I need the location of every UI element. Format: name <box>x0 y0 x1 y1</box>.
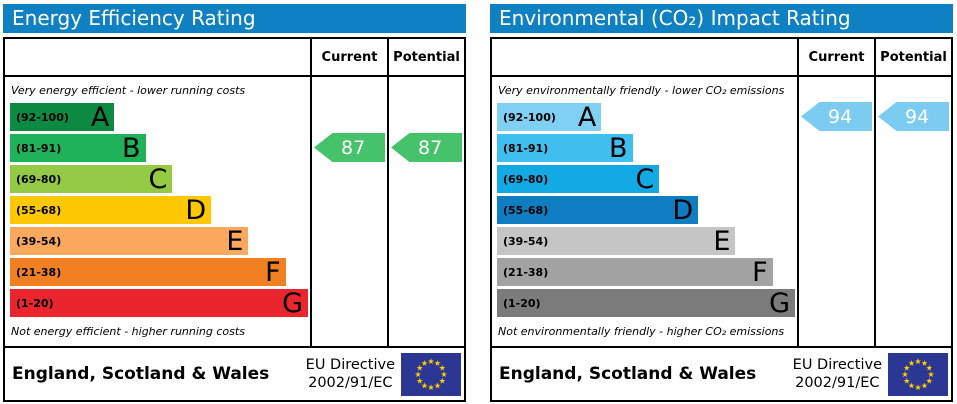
rating-band-a: (92-100) A <box>497 101 602 133</box>
band-range-label: (55-68) <box>503 203 549 217</box>
band-letter: C <box>148 163 168 195</box>
eu-directive-line1: EU Directive <box>792 356 882 373</box>
rating-band-b: (81-91) B <box>10 134 146 162</box>
potential-rating-value: 94 <box>905 105 930 128</box>
environmental-rating-table: Current Potential Very environmentally f… <box>490 37 953 402</box>
eu-flag-icon <box>888 352 948 396</box>
environmental-potential-column-header: Potential <box>874 39 951 75</box>
current-rating-arrow: 87 <box>314 133 385 162</box>
rating-band-a: (92-100) A <box>10 101 115 133</box>
energy-current-cell: 87 <box>310 77 387 346</box>
energy-eu-directive-label: EU Directive 2002/91/EC <box>306 356 395 392</box>
environmental-panel-title: Environmental (CO₂) Impact Rating <box>490 4 953 33</box>
environmental-table-header: Current Potential <box>492 39 951 77</box>
band-letter: C <box>635 163 655 195</box>
environmental-table-body: Very environmentally friendly - lower CO… <box>492 77 951 346</box>
rating-band-f: (21-38) F <box>497 258 773 286</box>
environmental-current-column-header: Current <box>797 39 874 75</box>
energy-table-header: Current Potential <box>5 39 464 77</box>
band-range-label: (39-54) <box>16 234 62 248</box>
band-range-label: (55-68) <box>16 203 62 217</box>
eu-directive-line1: EU Directive <box>305 356 395 373</box>
band-letter: B <box>122 132 141 164</box>
environmental-table-footer: England, Scotland & Wales EU Directive 2… <box>492 346 951 400</box>
band-range-label: (39-54) <box>503 234 549 248</box>
band-range-label: (92-100) <box>16 110 69 124</box>
band-letter: F <box>752 256 768 288</box>
rating-band-c: (69-80) C <box>10 163 173 195</box>
band-letter: D <box>185 194 207 226</box>
energy-efficiency-panel: Energy Efficiency Rating Current Potenti… <box>3 4 466 402</box>
band-letter: A <box>577 101 597 133</box>
band-range-label: (81-91) <box>503 141 549 155</box>
energy-top-note: Very energy efficient - lower running co… <box>11 84 246 97</box>
band-letter: E <box>713 225 731 257</box>
band-range-label: (81-91) <box>16 141 62 155</box>
potential-rating-arrow: 87 <box>391 133 462 162</box>
rating-band-b: (81-91) B <box>497 134 633 162</box>
environmental-current-cell: 94 <box>797 77 874 346</box>
band-range-label: (69-80) <box>16 172 62 186</box>
energy-panel-title: Energy Efficiency Rating <box>3 4 466 33</box>
band-range-label: (1-20) <box>16 296 54 310</box>
rating-band-e: (39-54) E <box>10 225 249 257</box>
band-letter: B <box>609 132 628 164</box>
rating-band-d: (55-68) D <box>10 194 212 226</box>
energy-table-body: Very energy efficient - lower running co… <box>5 77 464 346</box>
band-letter: G <box>769 287 790 319</box>
band-range-label: (69-80) <box>503 172 549 186</box>
rating-band-e: (39-54) E <box>497 225 736 257</box>
environmental-impact-panel: Environmental (CO₂) Impact Rating Curren… <box>490 4 953 402</box>
eu-directive-line2: 2002/91/EC <box>308 375 393 391</box>
band-letter: D <box>672 194 694 226</box>
environmental-region-label: England, Scotland & Wales <box>499 364 757 384</box>
energy-potential-column-header: Potential <box>387 39 464 75</box>
environmental-potential-cell: 94 <box>874 77 951 346</box>
rating-band-c: (69-80) C <box>497 163 660 195</box>
energy-current-column-header: Current <box>310 39 387 75</box>
energy-rating-table: Current Potential Very energy efficient … <box>3 37 466 402</box>
energy-band-area: Very energy efficient - lower running co… <box>5 77 310 346</box>
energy-potential-cell: 87 <box>387 77 464 346</box>
band-letter: E <box>226 225 244 257</box>
band-range-label: (21-38) <box>503 265 549 279</box>
band-letter: F <box>265 256 281 288</box>
band-range-label: (21-38) <box>16 265 62 279</box>
environmental-bands: (92-100) A (81-91) B (69-80) C (55-68) D (39-54)… <box>497 103 795 317</box>
rating-band-g: (1-20) G <box>497 289 795 317</box>
eu-directive-line2: 2002/91/EC <box>795 375 880 391</box>
rating-band-d: (55-68) D <box>497 194 699 226</box>
environmental-band-area: Very environmentally friendly - lower CO… <box>492 77 797 346</box>
eu-flag-icon <box>401 352 461 396</box>
current-rating-value: 87 <box>341 136 366 159</box>
potential-rating-arrow: 94 <box>878 102 949 131</box>
current-rating-arrow: 94 <box>801 102 872 131</box>
rating-band-f: (21-38) F <box>10 258 286 286</box>
energy-bottom-note: Not energy efficient - higher running co… <box>11 325 245 338</box>
environmental-header-spacer <box>492 39 797 75</box>
band-range-label: (92-100) <box>503 110 556 124</box>
band-range-label: (1-20) <box>503 296 541 310</box>
current-rating-value: 94 <box>828 105 853 128</box>
energy-header-spacer <box>5 39 310 75</box>
energy-region-label: England, Scotland & Wales <box>12 364 270 384</box>
environmental-top-note: Very environmentally friendly - lower CO… <box>498 84 785 97</box>
energy-bands: (92-100) A (81-91) B (69-80) C (55-68) D (39-54)… <box>10 103 308 317</box>
rating-band-g: (1-20) G <box>10 289 308 317</box>
band-letter: G <box>282 287 303 319</box>
energy-table-footer: England, Scotland & Wales EU Directive 2… <box>5 346 464 400</box>
environmental-eu-directive-label: EU Directive 2002/91/EC <box>793 356 882 392</box>
environmental-bottom-note: Not environmentally friendly - higher CO… <box>498 325 785 338</box>
potential-rating-value: 87 <box>418 136 443 159</box>
band-letter: A <box>90 101 110 133</box>
